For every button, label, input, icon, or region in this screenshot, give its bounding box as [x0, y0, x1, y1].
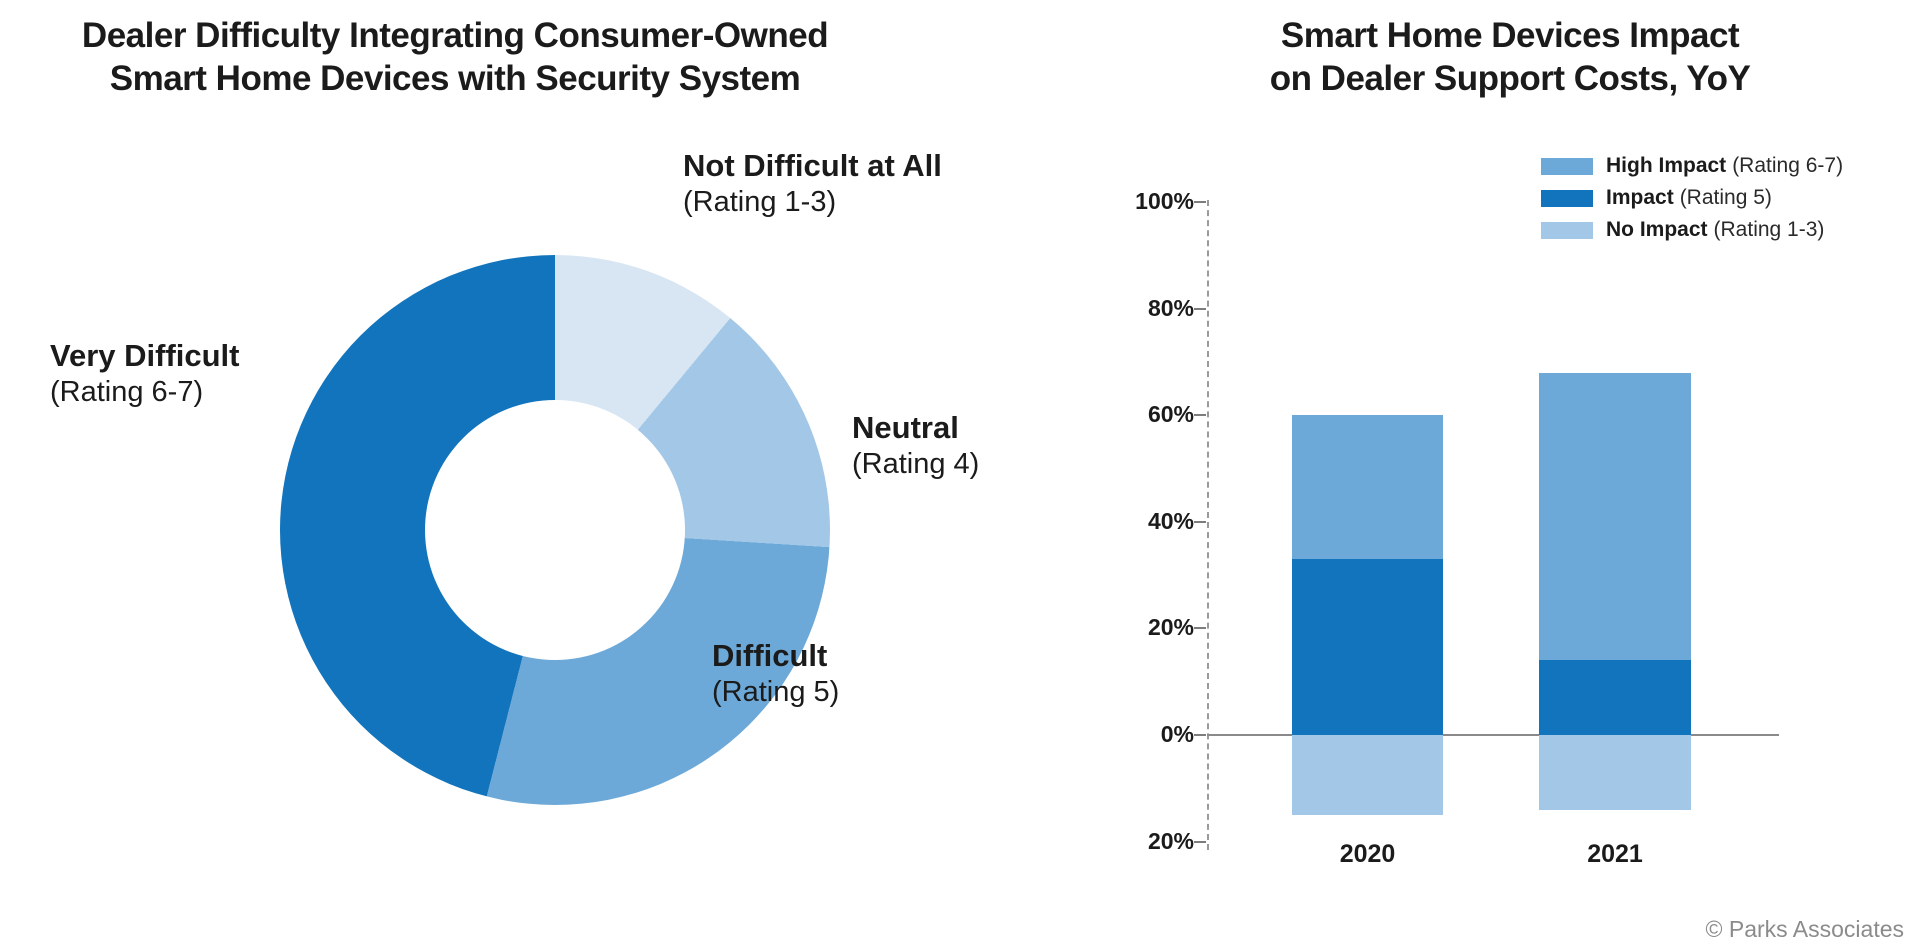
x-axis-label-2021: 2021: [1587, 840, 1643, 868]
segment-name: Not Difficult at All: [683, 148, 942, 183]
y-tick-label: 0%: [1160, 721, 1194, 747]
y-tick-mark: [1194, 840, 1206, 843]
segment-rating: (Rating 1-3): [683, 186, 837, 218]
segment-rating: (Rating 4): [852, 448, 980, 480]
y-tick-mark: [1194, 414, 1206, 417]
y-tick-label: 60%: [1147, 401, 1194, 428]
legend-item-no-impact: No Impact (Rating 1-3): [1541, 214, 1843, 246]
y-tick-mark: [1194, 627, 1206, 630]
segment-name: Very Difficult: [50, 338, 240, 373]
right-chart-title-line1: Smart Home Devices Impact: [1280, 16, 1740, 55]
donut-label-very-difficult: Very Difficult (Rating 6-7): [50, 338, 240, 410]
segment-name: Neutral: [852, 410, 959, 445]
legend-swatch-impact: [1541, 189, 1593, 207]
y-tick-label: 80%: [1147, 294, 1194, 321]
y-axis-dashed-line: [1207, 200, 1209, 850]
legend-label: High Impact: [1606, 154, 1727, 177]
right-chart-title-line2: on Dealer Support Costs, YoY: [1269, 59, 1751, 98]
legend-rating: (Rating 5): [1679, 186, 1772, 209]
legend-swatch-high-impact: [1541, 157, 1593, 175]
bar-segment-2021-no-impact: [1539, 735, 1691, 810]
left-chart-title-line2: Smart Home Devices with Security System: [109, 59, 801, 98]
y-tick-label: 20%: [1147, 614, 1194, 641]
y-tick-mark: [1194, 201, 1206, 203]
legend-swatch-no-impact: [1541, 221, 1593, 239]
bar-chart-legend: High Impact (Rating 6-7) Impact (Rating …: [1541, 150, 1843, 246]
donut-label-neutral: Neutral (Rating 4): [852, 410, 979, 482]
legend-item-high-impact: High Impact (Rating 6-7): [1541, 150, 1843, 182]
donut-label-not-difficult: Not Difficult at All (Rating 1-3): [683, 148, 942, 220]
donut-hole: [425, 400, 685, 660]
segment-rating: (Rating 5): [712, 676, 840, 708]
legend-label: Impact: [1606, 186, 1674, 209]
right-chart-title: Smart Home Devices Impact on Dealer Supp…: [1155, 14, 1865, 100]
bar-segment-2020-impact: [1292, 559, 1443, 735]
y-tick-label: 40%: [1147, 507, 1194, 534]
legend-rating: (Rating 6-7): [1732, 154, 1844, 177]
y-tick-label: 20%: [1147, 827, 1194, 854]
left-chart-title-line1: Dealer Difficulty Integrating Consumer-O…: [81, 16, 829, 55]
bar-segment-2020-high-impact: [1292, 415, 1443, 560]
x-axis-label-2020: 2020: [1339, 840, 1396, 868]
bar-segment-2021-high-impact: [1539, 372, 1691, 661]
footer-credit: © Parks Associates: [1705, 916, 1904, 942]
y-tick-mark: [1194, 734, 1206, 736]
legend-item-impact: Impact (Rating 5): [1541, 182, 1843, 214]
legend-label: No Impact: [1606, 218, 1708, 241]
y-tick-label: 100%: [1135, 188, 1194, 214]
x-axis-zero-line: [1207, 734, 1779, 736]
y-tick-mark: [1194, 520, 1206, 523]
segment-rating: (Rating 6-7): [50, 376, 204, 408]
bar-segment-2020-no-impact: [1292, 735, 1443, 815]
legend-rating: (Rating 1-3): [1713, 218, 1825, 241]
bar-segment-2021-impact: [1539, 660, 1691, 735]
y-tick-mark: [1194, 307, 1206, 310]
donut-label-difficult: Difficult (Rating 5): [712, 638, 839, 710]
segment-name: Difficult: [712, 638, 828, 673]
left-chart-title: Dealer Difficulty Integrating Consumer-O…: [10, 14, 900, 100]
